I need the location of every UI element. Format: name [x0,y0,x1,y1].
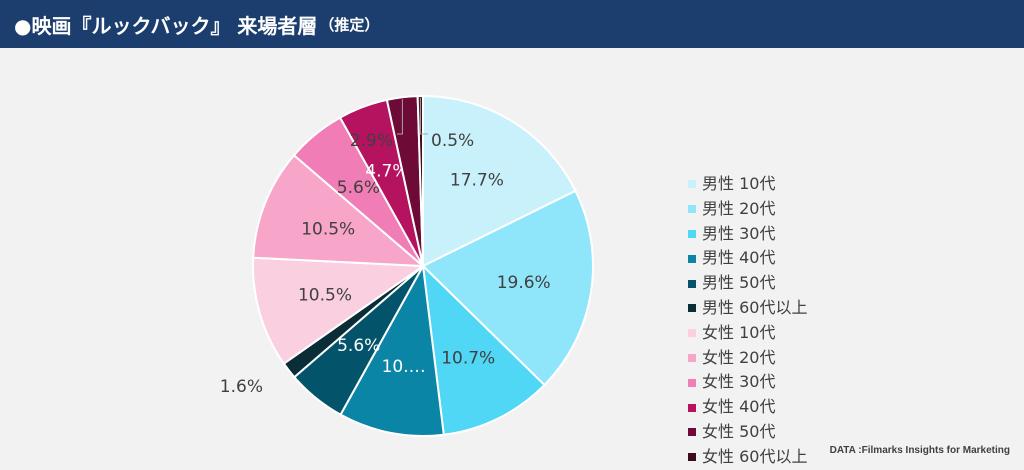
legend-item: 男性 60代以上 [688,296,807,321]
legend-label: 女性 50代 [702,421,776,441]
legend-swatch [688,279,696,288]
legend-label: 男性 60代以上 [702,297,808,317]
legend: 男性 10代 男性 20代 男性 30代 男性 40代 男性 50代男性 60代以上 女性… [688,172,807,470]
data-label: 1.6% [220,377,263,397]
data-label: 10.7% [441,348,495,368]
chart-area: 17.7% 19.6% 10.7% 10.… 5.6% 1.6% 10.5% 10.5% 5.6… [0,48,1024,466]
chart-title: ●映画『ルックバック』 来場者層 [14,13,318,38]
data-label: 17.7% [450,170,504,190]
legend-item: 男性 50代 [688,271,807,296]
legend-swatch [688,254,696,263]
data-label: 5.6% [337,178,380,198]
data-label: 10.… [382,357,426,377]
legend-swatch [688,378,696,387]
leader-line [419,98,428,135]
data-label: 10.5% [301,219,355,239]
legend-label: 男性 10代 [702,174,776,193]
legend-swatch [688,229,696,238]
pie-slice [339,262,445,437]
legend-label: 女性 30代 [702,372,776,392]
legend-item: 男性 30代 [688,222,807,247]
legend-label: 男性 50代 [702,273,776,293]
legend-item: 女性 50代 [688,420,807,445]
legend-label: 男性 30代 [702,223,776,243]
legend-swatch [688,403,696,412]
data-label: 10.5% [298,285,352,305]
data-label: 4.7% [365,162,408,182]
legend-swatch [688,205,696,214]
pie-slice [252,256,426,366]
legend-item: 女性 30代 [688,370,807,395]
legend-item: 女性 40代 [688,395,807,420]
legend-swatch [688,353,696,362]
legend-label: 女性 40代 [702,397,776,417]
data-label: 2.9% [350,131,393,151]
legend-swatch [688,180,696,189]
pie-slice [252,153,426,268]
legend-swatch [688,304,696,313]
pie-slice [421,189,594,387]
legend-label: 男性 40代 [702,248,776,268]
pie-slice [421,263,546,436]
legend-label: 女性 20代 [702,347,776,367]
legend-label: 男性 20代 [702,198,776,218]
legend-item: 男性 20代 [688,197,807,222]
chart-subtitle: （推定） [319,15,380,34]
pie-slice [422,94,577,268]
legend-item: 女性 20代 [688,346,807,371]
title-bar: ●映画『ルックバック』 来場者層 （推定） [0,0,1024,48]
leader-line [397,99,403,135]
legend-item: 男性 40代 [688,246,807,271]
legend-item: 女性 10代 [688,321,807,346]
legend-swatch [688,428,696,437]
data-label: 19.6% [497,273,551,293]
legend-item: 男性 10代 [688,172,807,197]
pie-slice [416,94,424,267]
data-source-note: DATA :Filmarks Insights for Marketing [829,445,1010,456]
legend-item: 女性 60代以上 [688,445,807,470]
pie-chart: 17.7%19.6%10.7%10.…5.6%1.6%10.5%10.5%5.6… [220,94,594,437]
data-label: 5.6% [337,336,380,356]
legend-swatch [688,329,696,338]
legend-swatch [688,453,696,462]
legend-label: 女性 10代 [702,322,776,342]
legend-label: 女性 60代以上 [702,446,808,466]
data-label: 0.5% [431,131,474,151]
